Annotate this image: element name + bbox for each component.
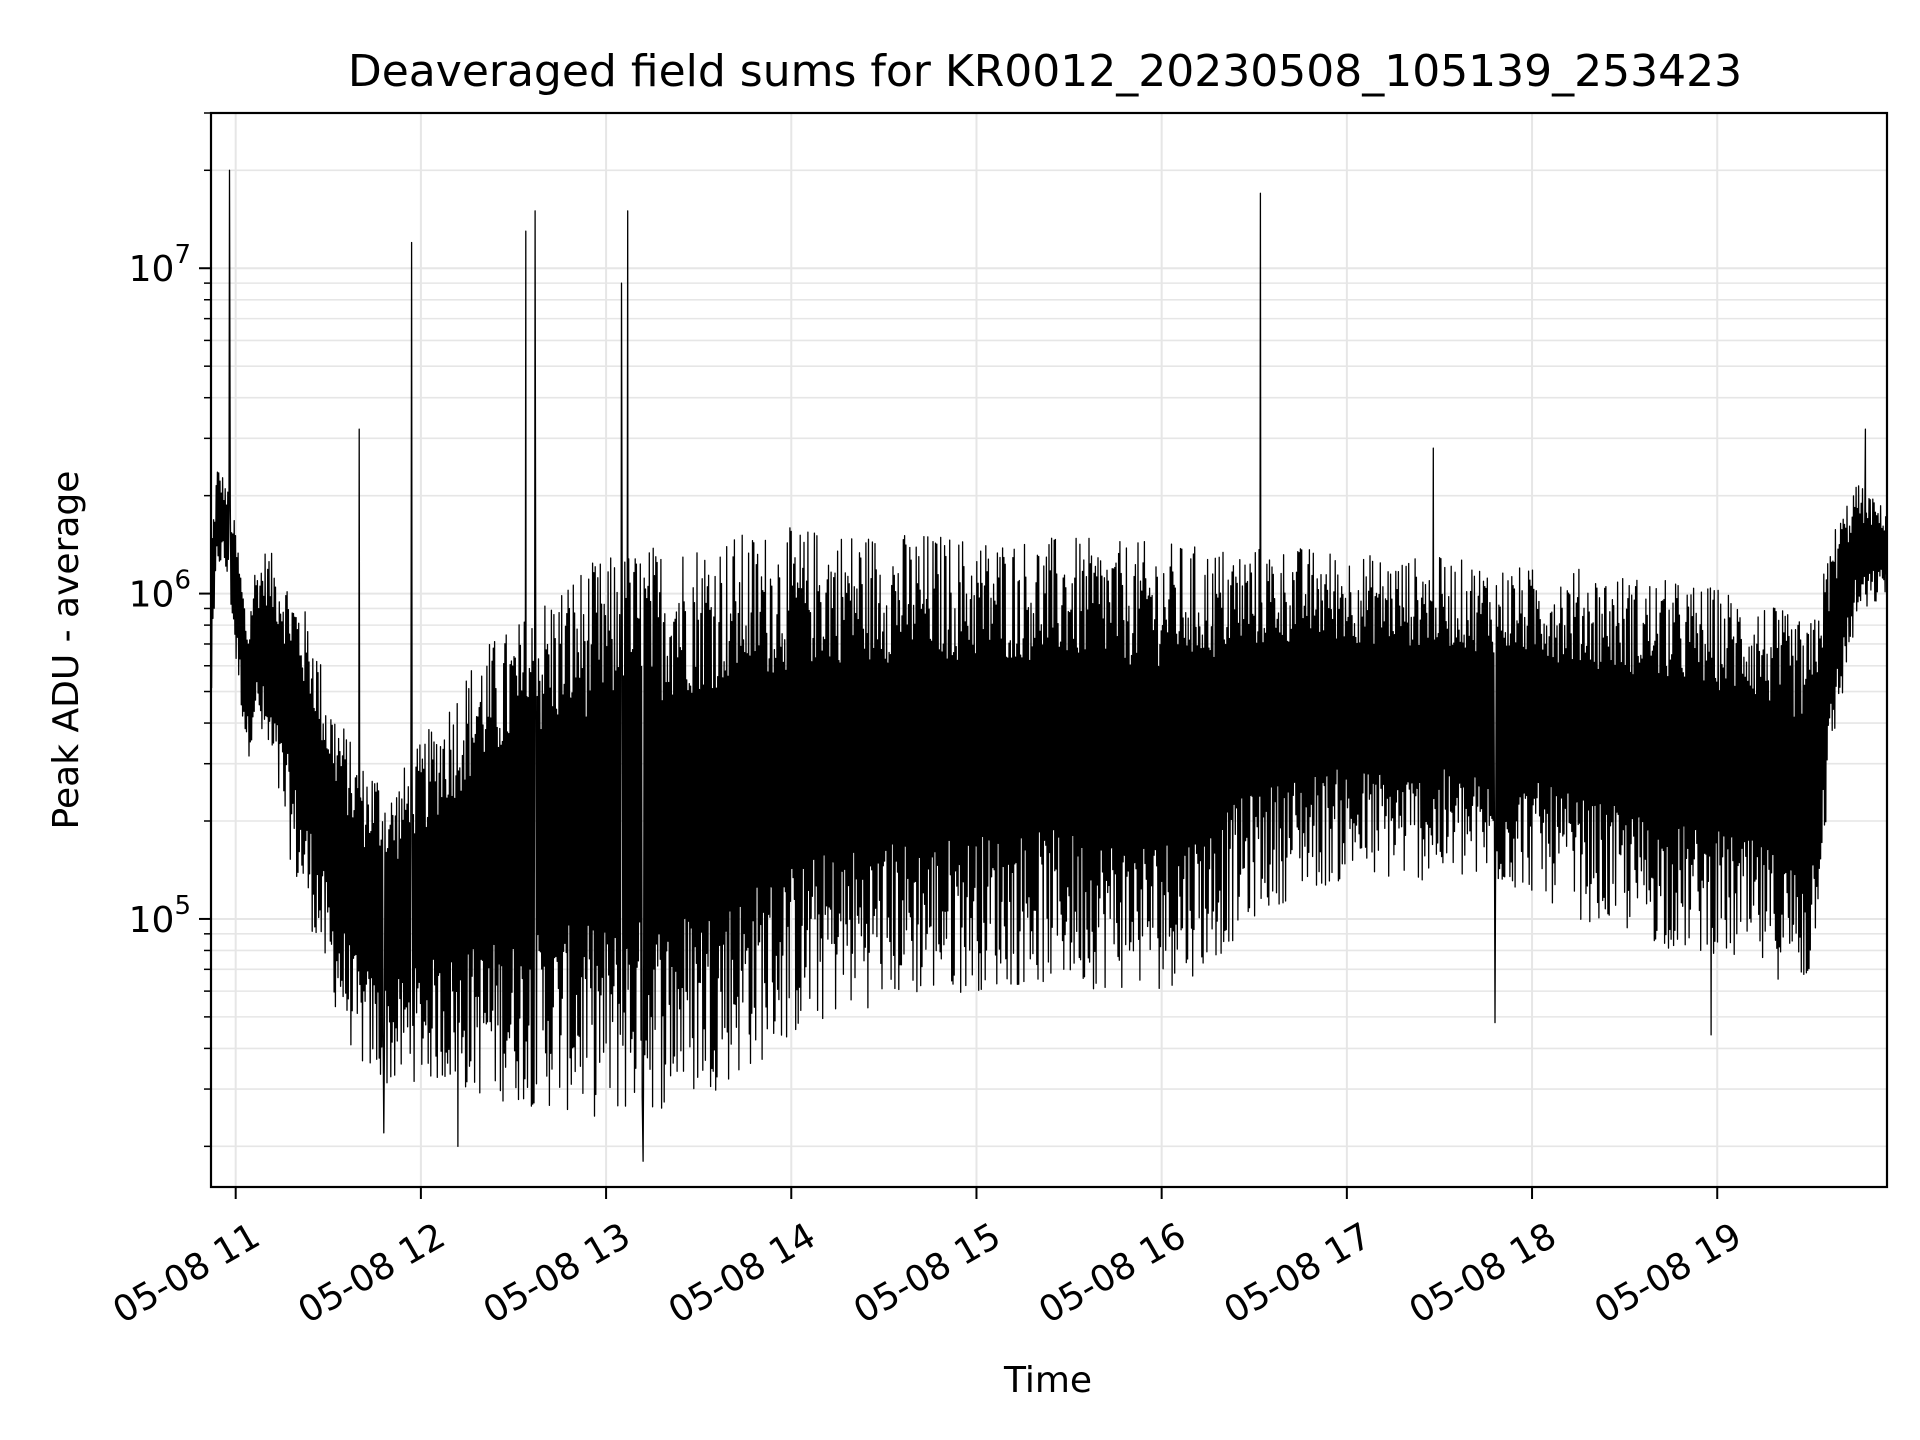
- chart-title: Deaveraged field sums for KR0012_2023050…: [348, 46, 1742, 97]
- plot-frame: [209, 111, 1889, 1189]
- x-tick-label: 05-08 18: [1403, 1215, 1564, 1331]
- x-tick-label: 05-08 16: [1032, 1215, 1193, 1331]
- y-axis-title: Peak ADU - average: [46, 471, 87, 830]
- x-axis: 05-08 11 05-08 12 05-08 13 05-08 14 05-08 15…: [106, 1187, 1749, 1332]
- x-tick-label: 05-08 17: [1217, 1215, 1378, 1331]
- x-axis-title: Time: [1003, 1360, 1092, 1401]
- data-series: [210, 169, 1888, 1162]
- x-tick-label: 05-08 13: [477, 1215, 638, 1331]
- y-axis: 105 106 107: [129, 112, 211, 1148]
- x-tick-label: 05-08 14: [662, 1215, 823, 1331]
- y-tick-label: 105: [129, 891, 191, 941]
- x-tick-label: 05-08 11: [106, 1215, 267, 1331]
- y-tick-label: 107: [129, 240, 191, 290]
- series-line: [210, 169, 1888, 1162]
- x-tick-label: 05-08 19: [1588, 1215, 1749, 1331]
- x-tick-label: 05-08 15: [847, 1215, 1008, 1331]
- y-tick-label: 106: [129, 566, 191, 616]
- x-tick-label: 05-08 12: [292, 1215, 453, 1331]
